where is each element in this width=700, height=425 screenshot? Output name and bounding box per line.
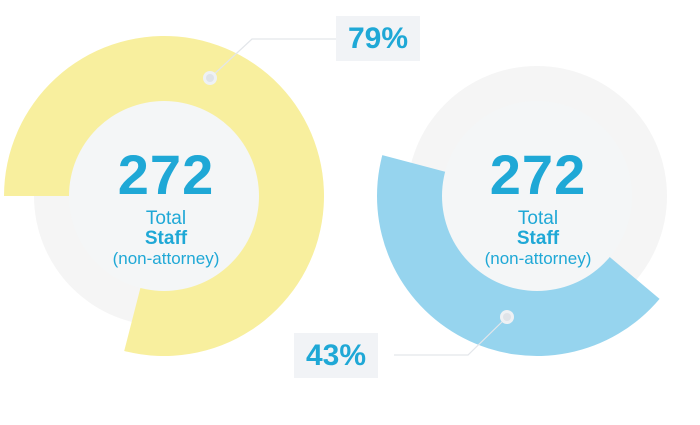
- right-center-label: 272 Total Staff (non-attorney): [448, 147, 628, 269]
- donut-hole: [69, 101, 259, 291]
- donut-chart-left: [3, 35, 336, 356]
- label-leader-line: [209, 38, 336, 79]
- label-leader-line: [394, 316, 508, 356]
- donut-chart-right: [377, 66, 667, 357]
- left-total-label: Total: [145, 208, 187, 229]
- left-percentage-label: 79%: [336, 16, 420, 61]
- donut-hole: [442, 101, 632, 291]
- left-staff-label: Staff: [144, 228, 188, 249]
- left-center-label: 272 Total Staff (non-attorney): [76, 147, 256, 269]
- right-total-value: 272: [489, 143, 587, 206]
- marker-dot-inner: [206, 74, 214, 82]
- right-percentage-label: 43%: [294, 333, 378, 378]
- right-total-label: Total: [517, 208, 559, 229]
- left-subtitle-label: (non-attorney): [112, 249, 220, 268]
- left-total-value: 272: [117, 143, 215, 206]
- right-staff-label: Staff: [516, 228, 560, 249]
- right-subtitle-label: (non-attorney): [484, 249, 592, 268]
- marker-dot-inner: [503, 313, 511, 321]
